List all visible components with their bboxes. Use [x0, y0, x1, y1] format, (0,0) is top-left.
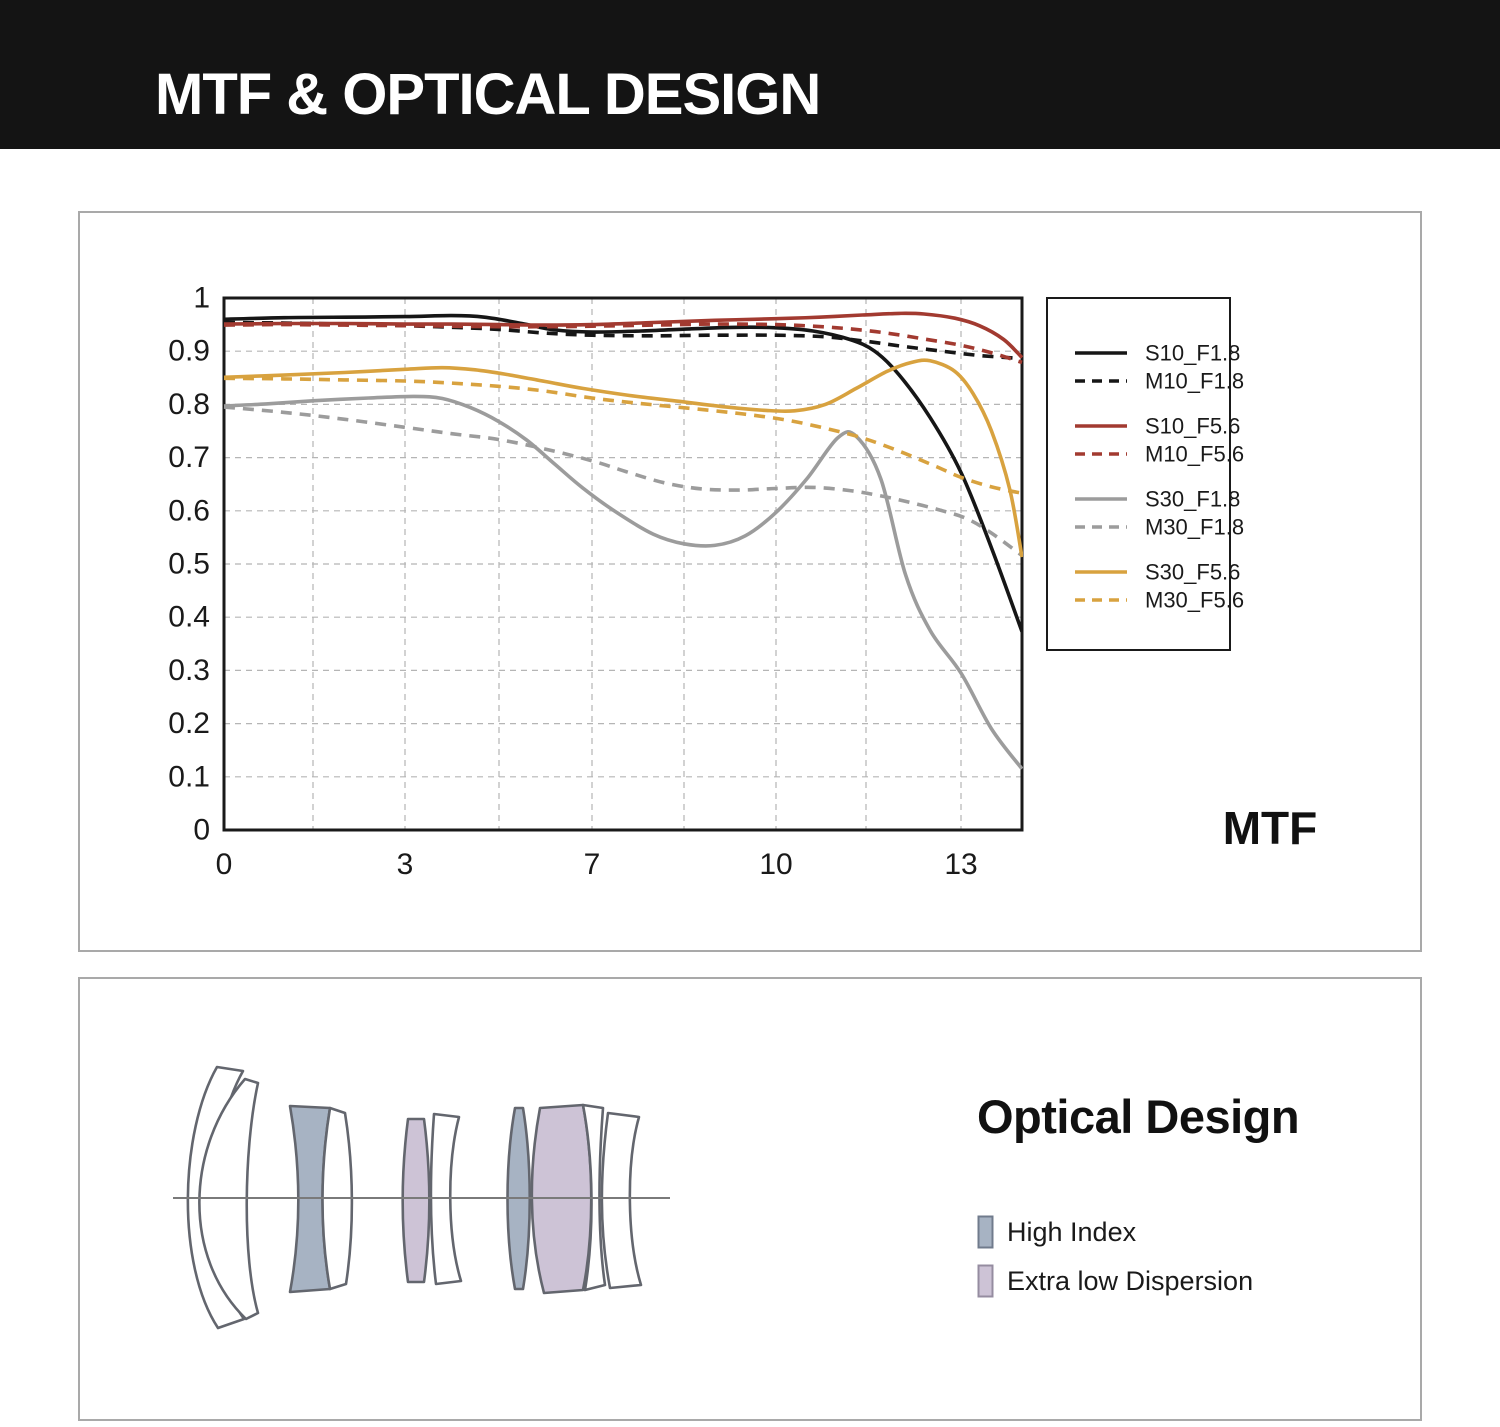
legend-label-high-index: High Index [1007, 1216, 1137, 1247]
legend-label-S30_F5.6: S30_F5.6 [1145, 560, 1240, 585]
legend-label-ed: Extra low Dispersion [1007, 1265, 1254, 1296]
page-title: MTF & OPTICAL DESIGN [155, 62, 821, 127]
y-tick-label: 1 [193, 282, 210, 315]
x-tick-label: 7 [584, 848, 601, 881]
series-S30_F5.6 [223, 358, 1023, 558]
lens-element-5-ed [401, 1117, 431, 1284]
legend-label-S30_F1.8: S30_F1.8 [1145, 487, 1240, 512]
series-M10_F5.6 [223, 322, 1023, 365]
y-tick-label: 0.3 [168, 654, 210, 687]
y-tick-label: 0.7 [168, 441, 210, 474]
y-tick-label: 0.2 [168, 707, 210, 740]
legend-label-M30_F1.8: M30_F1.8 [1145, 515, 1244, 540]
mtf-panel: 0 0.1 0.2 0.3 0.4 0.5 0.6 0.7 0.8 0.9 1 0 3 7 10 13 S10_… [78, 211, 1422, 952]
series-S10_F1.8 [223, 313, 1023, 633]
series-M10_F1.8 [223, 320, 1023, 361]
x-tick-label: 13 [944, 848, 977, 881]
lens-element-10 [600, 1111, 643, 1290]
y-tick-label: 0 [193, 814, 210, 847]
series-M30_F1.8 [223, 405, 1023, 557]
x-tick-label: 10 [759, 848, 792, 881]
y-tick-label: 0.6 [168, 494, 210, 527]
legend-label-M10_F5.6: M10_F5.6 [1145, 442, 1244, 467]
high-index-swatch-icon [977, 1215, 994, 1249]
header-bar: MTF & OPTICAL DESIGN [0, 0, 1500, 149]
optical-design-legend: High Index Extra low Dispersion [977, 1215, 1253, 1313]
mtf-chart-svg: 00.10.20.30.40.50.60.70.80.910 3 7 10 13S10_… [168, 282, 1244, 882]
mtf-chart-title: MTF [1222, 802, 1318, 854]
optical-design-title: Optical Design [977, 1090, 1300, 1143]
high-index-swatch [977, 1215, 994, 1249]
legend-item-high-index: High Index [977, 1215, 1253, 1249]
ed-swatch [977, 1264, 994, 1298]
legend-label-M30_F5.6: M30_F5.6 [1145, 588, 1244, 613]
ed-swatch-icon [977, 1264, 994, 1298]
y-tick-label: 0.1 [168, 760, 210, 793]
x-tick-label: 3 [397, 848, 414, 881]
legend-item-ed: Extra low Dispersion [977, 1264, 1253, 1298]
chart-legend-box [1046, 297, 1231, 651]
legend-label-S10_F1.8: S10_F1.8 [1145, 341, 1240, 366]
x-tick-label: 0 [216, 848, 233, 881]
legend-label-M10_F1.8: M10_F1.8 [1145, 369, 1244, 394]
plot-border [222, 296, 1024, 832]
y-tick-label: 0.9 [168, 335, 210, 368]
y-tick-label: 0.4 [168, 601, 210, 634]
y-tick-label: 0.8 [168, 388, 210, 421]
legend-label-S10_F5.6: S10_F5.6 [1145, 414, 1240, 439]
optical-design-panel: Optical Design High Index Extra low Disp… [78, 977, 1422, 1421]
lens-diagram-svg [173, 1065, 670, 1330]
y-tick-label: 0.5 [168, 548, 210, 581]
series-S30_F1.8 [223, 394, 1023, 770]
